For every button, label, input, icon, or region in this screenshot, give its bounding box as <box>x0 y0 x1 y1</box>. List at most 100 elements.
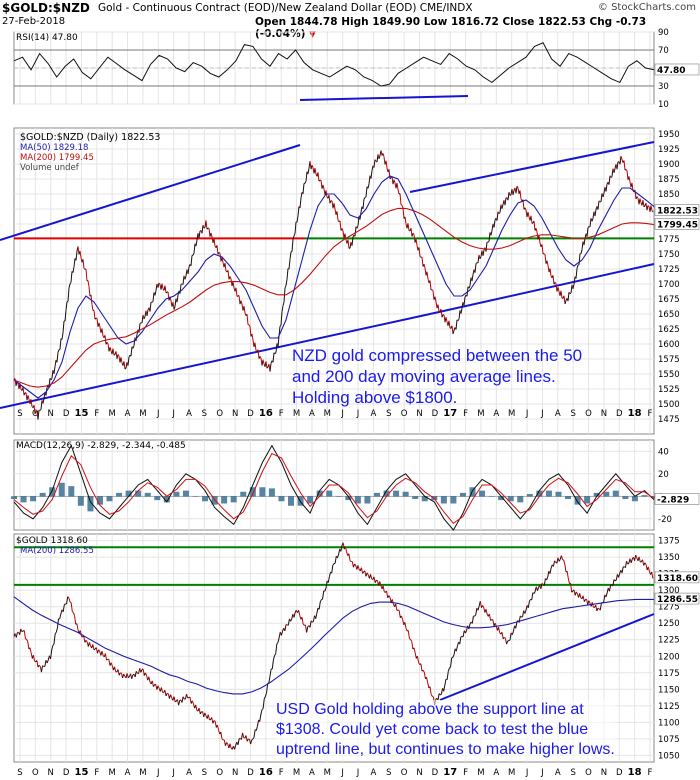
nzd-price-line <box>399 193 402 205</box>
usd-legend-title: $GOLD 1318.60 <box>16 536 88 546</box>
nzd-price-line <box>149 301 152 312</box>
usd-price-line <box>42 665 45 667</box>
y-tick-label: 1225 <box>658 636 680 646</box>
usd-price-line <box>221 738 224 741</box>
usd-price-line <box>360 567 364 574</box>
usd-price-line <box>301 617 304 625</box>
usd-price-line <box>275 643 278 654</box>
usd-price-line <box>151 680 154 687</box>
usd-price-line <box>164 690 167 697</box>
usd-price-line <box>455 645 458 652</box>
macd-histogram-bar <box>584 496 591 504</box>
usd-price-line <box>474 614 477 617</box>
nzd-price-line <box>543 253 546 255</box>
nzd-price-line <box>152 292 155 302</box>
usd-price-line <box>373 576 376 583</box>
y-tick-label: 1875 <box>658 175 680 185</box>
nzd-ma50-line <box>13 175 655 399</box>
nzd-price-line <box>328 195 331 204</box>
nzd-price-line <box>485 242 488 252</box>
usd-price-line <box>413 647 416 653</box>
usd-price-line <box>348 553 351 561</box>
macd-histogram-bar <box>87 496 94 512</box>
x-tick-label: A <box>555 768 561 778</box>
nzd-price-line <box>35 410 38 413</box>
x-tick-label: S <box>386 768 391 778</box>
usd-price-line <box>263 696 266 699</box>
x-tick-label: 16 <box>259 767 273 778</box>
nzd-price-line <box>130 346 133 357</box>
y-tick-label: 1650 <box>658 310 680 320</box>
nzd-price-line <box>51 369 54 379</box>
usd-price-line <box>98 649 101 652</box>
macd-histogram-bar <box>173 491 180 497</box>
usd-price-line <box>492 619 495 627</box>
y-tick-label: 1750 <box>658 250 680 260</box>
nzd-price-line <box>560 290 563 299</box>
x-tick-label: J <box>171 409 175 419</box>
open-label: Open <box>255 16 287 28</box>
usd-price-line <box>506 640 509 645</box>
usd-price-line <box>379 581 382 586</box>
nzd-price-line <box>389 177 392 180</box>
nzd-price-line <box>120 357 123 363</box>
macd-histogram-bar <box>593 492 600 497</box>
usd-price-line <box>501 632 504 639</box>
nzd-price-line <box>94 317 97 320</box>
usd-price-line <box>426 677 429 684</box>
nzd-price-line <box>42 398 45 404</box>
nzd-price-line <box>646 205 649 211</box>
nzd-price-line <box>208 228 211 237</box>
nzd-price-line <box>623 160 626 171</box>
nzd-price-line <box>368 175 371 184</box>
macd-histogram-bar <box>135 490 142 497</box>
macd-histogram-bar <box>651 496 657 498</box>
nzd-price-line <box>434 296 437 302</box>
nzd-price-line <box>50 377 53 381</box>
macd-histogram-bar <box>259 487 266 497</box>
nzd-price-line <box>93 310 96 320</box>
usd-price-line <box>471 615 474 624</box>
usd-price-line <box>74 615 77 625</box>
x-tick-label: M <box>139 409 146 419</box>
nzd-price-line <box>40 400 43 410</box>
x-tick-label: A <box>371 409 377 419</box>
usd-price-line <box>541 582 544 585</box>
usd-price-line <box>153 684 155 687</box>
nzd-legend-ma50: MA(50) 1829.18 <box>20 143 88 153</box>
usd-price-line <box>552 560 556 567</box>
y-tick-label: 1050 <box>658 751 680 761</box>
macd-histogram-bar <box>612 490 619 497</box>
usd-price-line <box>256 719 260 727</box>
nzd-price-line <box>161 283 164 289</box>
usd-price-line <box>160 687 164 693</box>
nzd-price-line <box>455 319 458 330</box>
usd-price-line <box>342 542 345 550</box>
nzd-price-line <box>508 191 511 196</box>
nzd-price-line <box>360 206 363 213</box>
usd-last-value-box <box>654 571 700 584</box>
usd-price-line <box>546 576 549 581</box>
nzd-price-line <box>496 211 499 221</box>
stockcharts-watermark[interactable]: © StockCharts.com <box>597 2 696 13</box>
nzd-legend-title: $GOLD:$NZD (Daily) 1822.53 <box>20 132 160 143</box>
nzd-price-line <box>286 268 289 280</box>
nzd-price-line <box>576 264 579 269</box>
nzd-price-line <box>190 255 193 266</box>
nzd-price-line <box>490 230 493 236</box>
x-tick-label: M <box>477 768 484 778</box>
usd-price-line <box>251 738 254 741</box>
y-tick-label: 1175 <box>658 669 680 679</box>
x-tick-label: M <box>293 768 300 778</box>
nzd-price-line <box>498 212 501 214</box>
nzd-price-line <box>624 168 627 171</box>
nzd-price-line <box>218 251 221 254</box>
usd-price-line <box>630 558 633 563</box>
nzd-price-line <box>432 290 435 300</box>
usd-price-line <box>522 610 525 617</box>
macd-histogram-bar <box>230 496 237 503</box>
usd-price-line <box>388 595 391 598</box>
usd-price-line <box>354 563 357 566</box>
macd-histogram-bar <box>345 496 352 501</box>
usd-price-line <box>280 630 284 636</box>
